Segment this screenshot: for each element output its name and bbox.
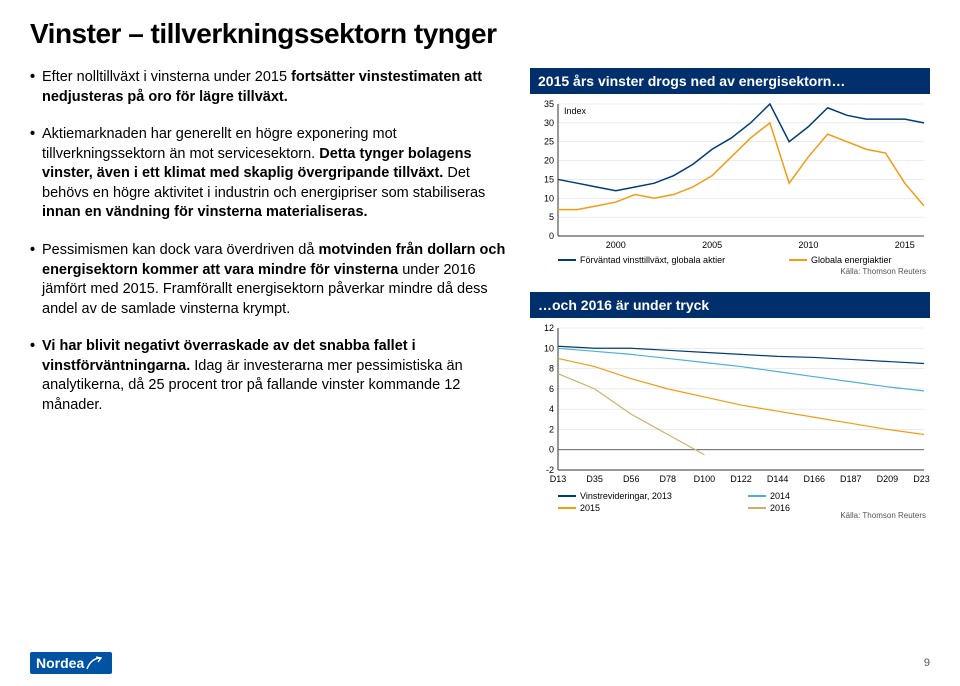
svg-text:D209: D209: [877, 474, 899, 484]
svg-text:D187: D187: [840, 474, 862, 484]
svg-text:2000: 2000: [606, 240, 626, 250]
svg-text:20: 20: [544, 156, 554, 166]
svg-text:Källa: Thomson Reuters: Källa: Thomson Reuters: [840, 511, 926, 520]
chart-1: 2015 års vinster drogs ned av energisekt…: [530, 68, 930, 278]
svg-text:4: 4: [549, 404, 554, 414]
bullet-item: • Efter nolltillväxt i vinsterna under 2…: [30, 68, 510, 107]
svg-text:Förväntad vinsttillväxt, globa: Förväntad vinsttillväxt, globala aktier: [580, 255, 725, 265]
bullet-item: • Aktiemarknaden har generellt en högre …: [30, 125, 510, 223]
svg-text:Index: Index: [564, 106, 587, 116]
svg-text:Globala energiaktier: Globala energiaktier: [811, 255, 892, 265]
svg-text:Vinstrevideringar, 2013: Vinstrevideringar, 2013: [580, 491, 672, 501]
svg-text:10: 10: [544, 343, 554, 353]
svg-text:D122: D122: [730, 474, 752, 484]
svg-text:25: 25: [544, 137, 554, 147]
svg-text:Källa: Thomson Reuters: Källa: Thomson Reuters: [840, 267, 926, 276]
svg-text:0: 0: [549, 231, 554, 241]
svg-text:35: 35: [544, 99, 554, 109]
svg-text:0: 0: [549, 445, 554, 455]
svg-text:5: 5: [549, 212, 554, 222]
svg-text:D144: D144: [767, 474, 789, 484]
svg-text:2016: 2016: [770, 503, 790, 513]
svg-text:2: 2: [549, 424, 554, 434]
svg-text:2015: 2015: [580, 503, 600, 513]
svg-text:8: 8: [549, 364, 554, 374]
bullet-item: • Pessimismen kan dock vara överdriven d…: [30, 241, 510, 319]
svg-text:12: 12: [544, 323, 554, 333]
svg-text:D231: D231: [913, 474, 930, 484]
bullet-list: • Efter nolltillväxt i vinsterna under 2…: [30, 68, 510, 536]
svg-text:15: 15: [544, 174, 554, 184]
svg-text:30: 30: [544, 118, 554, 128]
svg-text:D13: D13: [550, 474, 567, 484]
svg-text:2010: 2010: [798, 240, 818, 250]
svg-text:D166: D166: [803, 474, 825, 484]
svg-text:10: 10: [544, 193, 554, 203]
nordea-logo: Nordea: [30, 652, 112, 674]
svg-text:D35: D35: [586, 474, 603, 484]
chart-2: …och 2016 är under tryck -2024681012D13D…: [530, 292, 930, 522]
svg-text:D100: D100: [694, 474, 716, 484]
svg-text:2015: 2015: [895, 240, 915, 250]
chart-1-title: 2015 års vinster drogs ned av energisekt…: [530, 68, 930, 94]
page-title: Vinster – tillverkningssektorn tynger: [30, 18, 930, 50]
svg-text:D56: D56: [623, 474, 640, 484]
svg-text:D78: D78: [660, 474, 677, 484]
bullet-item: • Vi har blivit negativt överraskade av …: [30, 337, 510, 415]
chart-2-title: …och 2016 är under tryck: [530, 292, 930, 318]
svg-text:2014: 2014: [770, 491, 790, 501]
svg-text:6: 6: [549, 384, 554, 394]
svg-text:2005: 2005: [702, 240, 722, 250]
page-number: 9: [924, 657, 930, 669]
